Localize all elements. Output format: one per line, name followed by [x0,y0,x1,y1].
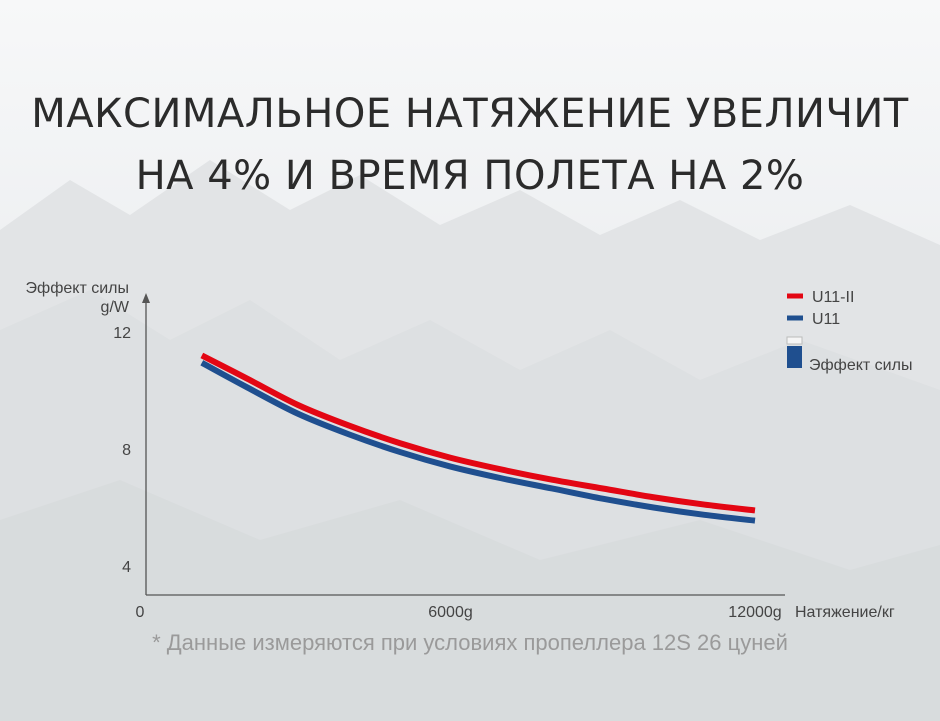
y-tick-label: 4 [122,559,131,576]
x-tick-label: 12000g [728,604,781,621]
series-line-u11 [200,360,756,524]
y-tick-label: 8 [122,442,131,459]
series-line-u11ii [200,352,756,514]
footnote: * Данные измеряются при условиях пропелл… [152,630,788,655]
headline-line-1: МАКСИМАЛЬНОЕ НАТЯЖЕНИЕ УВЕЛИЧИТ [31,91,909,137]
x-axis-label: Натяжение/кг [795,604,895,621]
legend-label-u11: U11 [812,311,840,328]
y-tick-label: 12 [113,325,131,342]
headline-line-2: НА 4% И ВРЕМЯ ПОЛЕТА НА 2% [135,153,805,199]
y-axis-label-line-1: Эффект силы [26,280,129,297]
legend-label-efficiency: Эффект силы [809,357,912,374]
legend-bar-icon [787,346,802,368]
legend: U11-II U11 Эффект силы [786,289,912,374]
y-axis-label-line-2: g/W [101,299,130,316]
y-axis-arrow [142,293,150,303]
legend-label-u11ii: U11-II [812,289,854,306]
x-tick-label: 6000g [428,604,473,621]
thrust-efficiency-chart: Эффект силы g/W Натяжение/кг 12 8 4 0 6000g… [26,280,913,621]
legend-bar-outline-icon [786,336,803,345]
x-tick-label: 0 [136,604,145,621]
